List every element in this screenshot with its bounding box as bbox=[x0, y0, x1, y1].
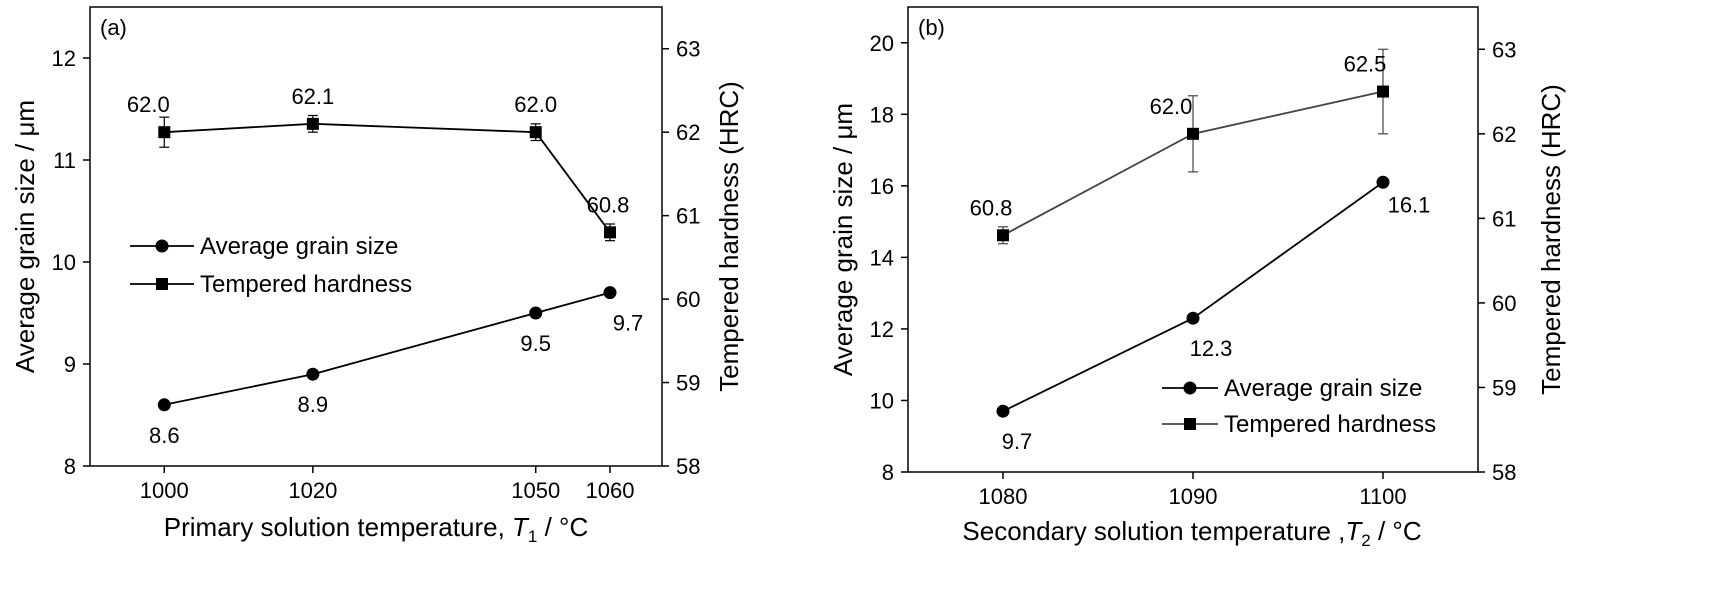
legend-marker-square bbox=[1184, 418, 1196, 430]
panel-label: (a) bbox=[100, 15, 127, 40]
panel-label: (b) bbox=[918, 15, 945, 40]
data-point-square bbox=[1377, 85, 1389, 98]
data-point-square bbox=[306, 117, 319, 130]
y-left-tick-label: 20 bbox=[870, 31, 894, 56]
chart-panel-a: (a) 1000 1020 1050 1060 8 9 10 11 12 58 59 60 61 62 63 A… bbox=[10, 6, 744, 546]
y-right-tick-label: 59 bbox=[1492, 375, 1516, 400]
y-right-axis-label: Tempered hardness (HRC) bbox=[714, 81, 744, 392]
y-left-tick-label: 16 bbox=[870, 174, 894, 199]
legend-label: Tempered hardness bbox=[1224, 411, 1436, 438]
x-axis-label-unit: / °C bbox=[537, 512, 588, 542]
y-right-tick-label: 62 bbox=[1492, 122, 1516, 147]
x-tick-label: 1080 bbox=[979, 484, 1028, 509]
x-axis-label-unit: / °C bbox=[1371, 516, 1422, 546]
data-point-square bbox=[604, 226, 616, 239]
legend-marker-square bbox=[156, 278, 168, 290]
x-axis-label-text: Secondary solution temperature , bbox=[962, 516, 1345, 546]
series-line bbox=[164, 291, 611, 406]
y-left-tick-label: 12 bbox=[870, 317, 894, 342]
x-axis-label-subscript: 1 bbox=[528, 527, 537, 546]
data-label: 62.0 bbox=[1150, 94, 1193, 119]
legend-label: Average grain size bbox=[200, 233, 398, 260]
plot-frame bbox=[89, 6, 663, 467]
x-axis-label-text: Primary solution temperature, bbox=[164, 512, 512, 542]
y-left-axis-label: Average grain size / μm bbox=[828, 103, 858, 376]
y-right-tick-label: 61 bbox=[1492, 206, 1516, 231]
y-left-tick-label: 18 bbox=[870, 102, 894, 127]
legend-label: Tempered hardness bbox=[200, 271, 412, 298]
data-point-circle bbox=[306, 367, 320, 381]
data-point-square bbox=[997, 229, 1009, 242]
data-label: 62.5 bbox=[1344, 52, 1387, 77]
data-point-circle bbox=[157, 398, 171, 412]
y-right-tick-label: 60 bbox=[1492, 291, 1516, 316]
data-label: 12.3 bbox=[1190, 336, 1233, 361]
series-grain-size: 9.7 12.3 16.1 bbox=[996, 175, 1431, 454]
y-left-tick-label: 8 bbox=[64, 454, 76, 479]
data-point-square bbox=[1187, 127, 1199, 140]
y-right-tick-label: 63 bbox=[1492, 37, 1516, 62]
y-left-tick-label: 10 bbox=[52, 250, 76, 275]
y-right-tick-label: 59 bbox=[676, 371, 700, 396]
x-tick-label: 1100 bbox=[1359, 484, 1406, 509]
data-label: 8.9 bbox=[298, 392, 329, 417]
x-axis-label-variable: T bbox=[512, 512, 530, 542]
x-axis-label-subscript: 2 bbox=[1361, 531, 1370, 550]
plot-frame bbox=[907, 6, 1479, 473]
data-label: 8.6 bbox=[149, 423, 180, 448]
data-label: 9.5 bbox=[520, 331, 551, 356]
y-left-tick-label: 8 bbox=[882, 460, 894, 485]
series-line bbox=[164, 122, 611, 233]
data-point-circle bbox=[603, 286, 617, 300]
legend-marker-circle bbox=[155, 239, 169, 253]
x-tick-label: 1020 bbox=[288, 478, 337, 503]
y-left-tick-label: 14 bbox=[870, 245, 894, 270]
y-right-tick-label: 63 bbox=[676, 37, 700, 62]
y-right-tick-label: 60 bbox=[676, 287, 700, 312]
chart-panel-b: (b) 1080 1090 1100 8 10 12 14 16 18 20 58 59 60 61 62 63… bbox=[828, 6, 1566, 550]
y-left-tick-label: 11 bbox=[53, 148, 76, 173]
data-point-circle bbox=[1186, 311, 1200, 325]
series-hardness: 60.8 62.0 62.5 bbox=[970, 48, 1389, 245]
y-right-tick-label: 61 bbox=[676, 204, 700, 229]
x-tick-label: 1060 bbox=[586, 478, 635, 503]
y-right-tick-label: 58 bbox=[676, 454, 700, 479]
y-left-tick-label: 10 bbox=[870, 388, 894, 413]
series-hardness: 62.0 62.1 62.0 60.8 bbox=[127, 84, 630, 242]
data-label: 16.1 bbox=[1388, 192, 1431, 217]
y-right-tick-label: 58 bbox=[1492, 460, 1516, 485]
y-left-axis-label: Average grain size / μm bbox=[10, 100, 40, 373]
x-axis-label: Primary solution temperature, T1 / °C bbox=[164, 512, 588, 546]
y-left-tick-label: 9 bbox=[64, 352, 76, 377]
legend: Average grain size Tempered hardness bbox=[130, 233, 412, 298]
data-label: 60.8 bbox=[587, 192, 630, 217]
x-axis-label: Secondary solution temperature ,T2 / °C bbox=[962, 516, 1421, 550]
legend-label: Average grain size bbox=[1224, 375, 1422, 402]
data-label: 62.0 bbox=[127, 92, 170, 117]
data-point-circle bbox=[996, 404, 1010, 418]
y-right-tick-label: 62 bbox=[676, 120, 700, 145]
data-point-circle bbox=[1376, 175, 1390, 189]
data-point-circle bbox=[529, 306, 543, 320]
x-tick-label: 1050 bbox=[511, 478, 560, 503]
data-label: 9.7 bbox=[1002, 429, 1033, 454]
data-label: 9.7 bbox=[613, 311, 644, 336]
x-tick-label: 1090 bbox=[1169, 484, 1218, 509]
x-axis-label-variable: T bbox=[1345, 516, 1363, 546]
data-point-square bbox=[529, 126, 542, 139]
data-label: 62.0 bbox=[514, 92, 557, 117]
x-tick-label: 1000 bbox=[140, 478, 189, 503]
data-label: 62.1 bbox=[291, 84, 334, 109]
series-grain-size: 8.6 8.9 9.5 9.7 bbox=[149, 286, 643, 448]
legend-marker-circle bbox=[1183, 381, 1197, 395]
y-right-axis-label: Tempered hardness (HRC) bbox=[1536, 84, 1566, 395]
y-left-tick-label: 12 bbox=[52, 46, 76, 71]
data-label: 60.8 bbox=[970, 195, 1013, 220]
legend: Average grain size Tempered hardness bbox=[1162, 375, 1436, 438]
data-point-square bbox=[158, 126, 171, 139]
